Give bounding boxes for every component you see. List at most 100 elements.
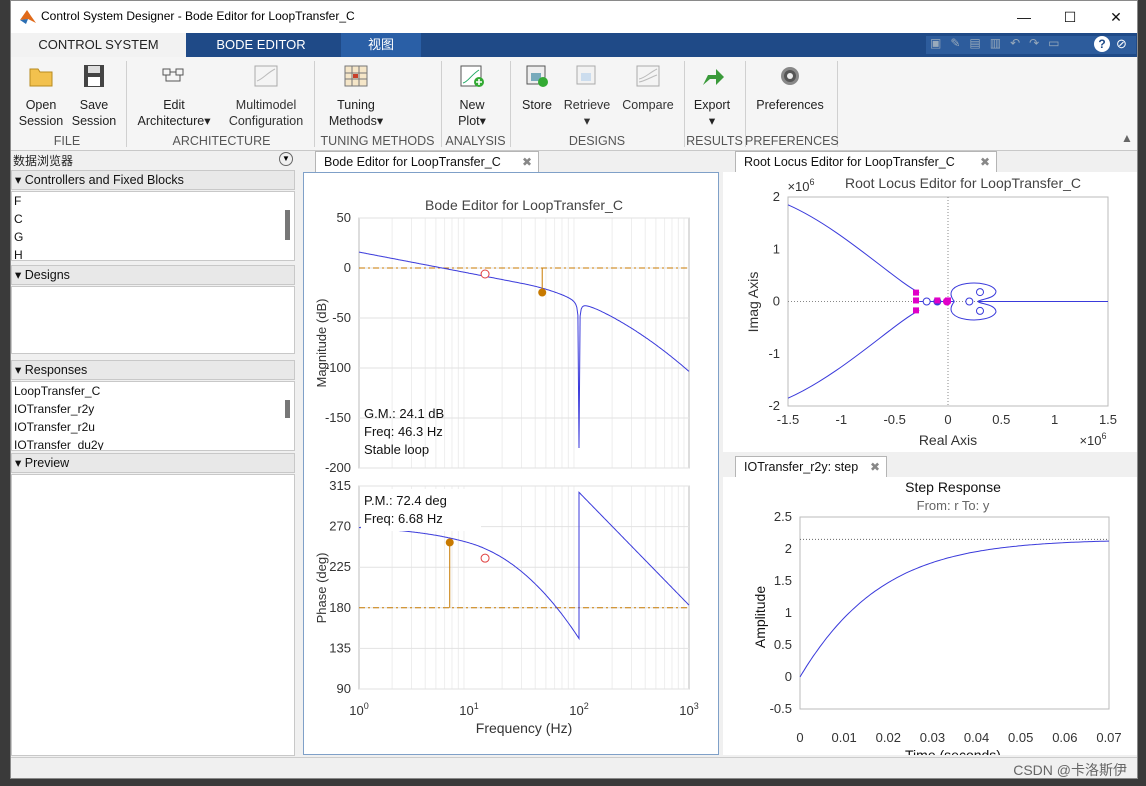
- matlab-logo-icon: [20, 10, 36, 24]
- collapse-icon[interactable]: ⊘: [1116, 36, 1127, 51]
- close-tab-icon[interactable]: ✖: [869, 460, 880, 474]
- tick-label: -1.5: [777, 412, 799, 427]
- close-tab-icon[interactable]: ✖: [979, 155, 990, 169]
- closed-loop-pole: [942, 297, 951, 306]
- multimodel-button[interactable]: Multimodel Configuration: [221, 63, 311, 129]
- zero-marker: [976, 288, 984, 297]
- step-subtitle: From: r To: y: [917, 498, 990, 513]
- store-icon: [526, 65, 548, 87]
- compare-icon: [636, 65, 660, 87]
- zero-marker: [965, 297, 974, 306]
- tick-label: 2.5: [774, 509, 792, 524]
- data-browser: 数据浏览器 ▼ ▾ Controllers and Fixed Blocks F…: [11, 150, 299, 760]
- tuning-methods-button[interactable]: Tuning Methods▾: [323, 63, 389, 129]
- tab-control-system[interactable]: CONTROL SYSTEM: [11, 33, 186, 57]
- preview-header[interactable]: ▾ Preview: [11, 453, 295, 473]
- step-title: Step Response: [905, 479, 1001, 495]
- rlocus-title: Root Locus Editor for LoopTransfer_C: [845, 175, 1081, 191]
- gm-frequency-text: Freq: 46.3 Hz: [364, 424, 443, 439]
- magnitude-axes: [358, 217, 690, 469]
- tick-label: 0: [944, 412, 951, 427]
- tick-label: -50: [332, 310, 351, 325]
- window-title: Control System Designer - Bode Editor fo…: [41, 9, 355, 23]
- bode-tab-label: Bode Editor for LoopTransfer_C: [324, 155, 501, 169]
- tab-bode-editor[interactable]: BODE EDITOR: [216, 37, 306, 52]
- new-plot-button[interactable]: New Plot▾: [447, 63, 497, 129]
- retrieve-button[interactable]: Retrieve ▾: [561, 63, 613, 129]
- bode-plot[interactable]: Bode Editor for LoopTransfer_C 50 0 -50 -100…: [304, 173, 718, 754]
- list-item[interactable]: IOTransfer_r2u: [14, 420, 95, 434]
- step-tab-label: IOTransfer_r2y: step: [744, 460, 859, 474]
- close-tab-icon[interactable]: ✖: [521, 155, 532, 169]
- tab-view[interactable]: 视图: [341, 33, 421, 57]
- app-window: Control System Designer - Bode Editor fo…: [10, 0, 1138, 779]
- save-session-button[interactable]: Save Session: [69, 63, 119, 129]
- y-exponent-label: ×106: [787, 177, 814, 194]
- rlocus-panel: Root Locus Editor for LoopTransfer_C ×106…: [723, 172, 1137, 452]
- list-item[interactable]: IOTransfer_du2y: [14, 438, 104, 451]
- step-plot[interactable]: Step Response From: r To: y 2.5 2 1.5 1 0.5 0 -0…: [723, 477, 1137, 763]
- controllers-header[interactable]: ▾ Controllers and Fixed Blocks: [11, 170, 295, 190]
- tick-label: 0.06: [1052, 730, 1077, 745]
- preferences-button[interactable]: Preferences: [751, 63, 829, 113]
- list-item[interactable]: IOTransfer_r2y: [14, 402, 95, 416]
- zero-marker: [922, 297, 931, 306]
- edit-architecture-button[interactable]: Edit Architecture▾: [131, 63, 217, 129]
- tick-label: 270: [329, 519, 351, 534]
- tick-label: 0.02: [876, 730, 901, 745]
- scrollbar[interactable]: [285, 210, 290, 240]
- tick-label: -0.5: [883, 412, 905, 427]
- time-axis-label: Time (seconds): [905, 747, 1001, 755]
- locus-loop-upper: [950, 282, 997, 302]
- tick-label: 0: [773, 294, 780, 309]
- tab-bode-editor-doc[interactable]: Bode Editor for LoopTransfer_C ✖: [315, 151, 539, 172]
- list-item[interactable]: G: [14, 230, 24, 244]
- help-icon[interactable]: ?: [1094, 36, 1110, 52]
- export-icon: [703, 69, 724, 85]
- minimize-button[interactable]: —: [1017, 9, 1031, 25]
- new-plot-label: New Plot▾: [458, 98, 486, 128]
- list-item[interactable]: F: [14, 194, 22, 208]
- list-item[interactable]: LoopTransfer_C: [14, 384, 101, 398]
- tick-label: 1.5: [1099, 412, 1117, 427]
- step-panel: Step Response From: r To: y 2.5 2 1.5 1 0.5 0 -0…: [723, 477, 1137, 763]
- browser-menu-icon[interactable]: ▼: [279, 152, 293, 166]
- store-button[interactable]: Store: [516, 63, 558, 113]
- controllers-header-label: Controllers and Fixed Blocks: [24, 173, 184, 187]
- locus-loop-lower: [950, 301, 997, 321]
- store-label: Store: [522, 98, 552, 112]
- magnitude-curve: [358, 251, 690, 449]
- designs-header[interactable]: ▾ Designs: [11, 265, 295, 285]
- list-item[interactable]: H: [14, 248, 23, 261]
- x-tick-label: 101: [459, 701, 478, 718]
- imag-axis-label: Imag Axis: [745, 272, 761, 333]
- x-tick-label: 100: [349, 701, 368, 718]
- tab-root-locus[interactable]: Root Locus Editor for LoopTransfer_C ✖: [735, 151, 997, 172]
- compare-button[interactable]: Compare: [617, 63, 679, 113]
- quick-access-toolbar: ▣✎▤▥↶↷▭ ? ⊘: [926, 36, 1136, 54]
- collapse-toolstrip-icon[interactable]: ▲: [1121, 131, 1133, 145]
- x-tick-label: 102: [569, 701, 588, 718]
- open-session-button[interactable]: Open Session: [16, 63, 66, 129]
- tick-label: 0: [344, 260, 351, 275]
- section-analysis: ANALYSIS: [445, 134, 506, 148]
- export-button[interactable]: Export ▾: [688, 63, 736, 129]
- scrollbar[interactable]: [285, 400, 290, 418]
- step-axes: [799, 516, 1110, 710]
- responses-header[interactable]: ▾ Responses: [11, 360, 295, 380]
- quick-access-icons[interactable]: ▣✎▤▥↶↷▭: [930, 36, 1069, 50]
- closed-loop-pole: [934, 297, 941, 304]
- list-item[interactable]: C: [14, 212, 23, 226]
- root-locus-plot[interactable]: Root Locus Editor for LoopTransfer_C ×106…: [723, 172, 1137, 452]
- section-preferences: PREFERENCES: [745, 134, 839, 148]
- close-button[interactable]: ✕: [1110, 9, 1122, 25]
- closed-loop-pole: [913, 289, 919, 296]
- tuning-icon: [344, 65, 368, 87]
- designs-list: [11, 286, 295, 354]
- compare-label: Compare: [622, 98, 674, 112]
- phase-margin-point: [445, 538, 454, 547]
- phase-curve: [358, 491, 690, 641]
- tab-step[interactable]: IOTransfer_r2y: step ✖: [735, 456, 887, 477]
- tick-label: 0.5: [774, 637, 792, 652]
- maximize-button[interactable]: ☐: [1063, 9, 1077, 25]
